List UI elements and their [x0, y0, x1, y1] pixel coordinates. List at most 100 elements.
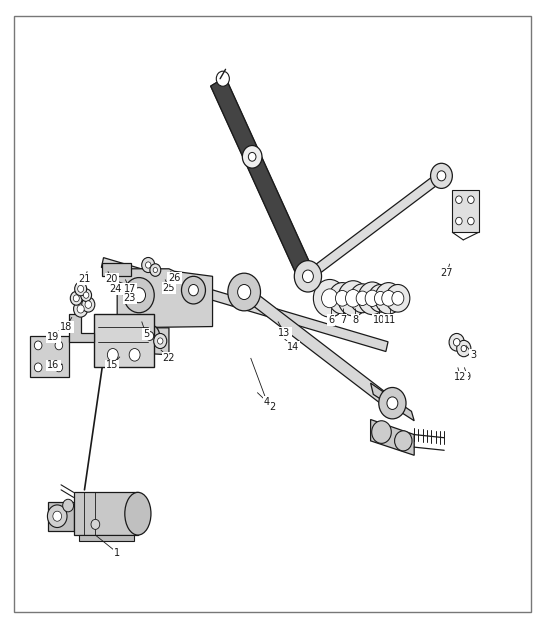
Text: 11: 11: [384, 315, 396, 325]
Circle shape: [238, 284, 251, 300]
Polygon shape: [211, 77, 315, 284]
Circle shape: [249, 153, 256, 161]
Circle shape: [456, 196, 462, 203]
Circle shape: [358, 282, 386, 315]
Circle shape: [189, 284, 198, 296]
Circle shape: [322, 289, 338, 308]
Circle shape: [468, 217, 474, 225]
Circle shape: [181, 276, 205, 304]
Text: 20: 20: [106, 274, 118, 284]
Circle shape: [386, 284, 410, 312]
Bar: [74, 492, 138, 535]
Circle shape: [313, 279, 346, 317]
Circle shape: [70, 291, 82, 305]
Polygon shape: [101, 257, 388, 352]
Circle shape: [457, 340, 471, 357]
Circle shape: [387, 397, 398, 409]
Circle shape: [392, 291, 404, 305]
Text: 12: 12: [455, 372, 467, 382]
Text: 23: 23: [124, 293, 136, 303]
Circle shape: [74, 295, 80, 302]
Circle shape: [158, 338, 163, 344]
Circle shape: [91, 519, 100, 529]
Circle shape: [350, 284, 375, 313]
Text: 25: 25: [163, 283, 175, 293]
Circle shape: [34, 341, 42, 350]
Polygon shape: [117, 328, 169, 355]
Polygon shape: [123, 290, 132, 300]
Text: 7: 7: [340, 315, 347, 325]
Circle shape: [456, 217, 462, 225]
Circle shape: [85, 301, 92, 308]
Circle shape: [82, 297, 95, 312]
Circle shape: [74, 301, 88, 317]
Circle shape: [431, 163, 452, 188]
Circle shape: [365, 290, 379, 306]
Circle shape: [302, 270, 313, 283]
Text: 10: 10: [373, 315, 385, 325]
Circle shape: [461, 345, 467, 352]
Circle shape: [140, 325, 160, 347]
Circle shape: [75, 282, 87, 296]
Circle shape: [129, 349, 140, 361]
Text: 1: 1: [114, 548, 120, 558]
Circle shape: [153, 268, 158, 273]
Circle shape: [294, 261, 322, 292]
Polygon shape: [117, 269, 213, 328]
Circle shape: [83, 292, 89, 298]
Circle shape: [154, 333, 167, 349]
Bar: [94, 314, 154, 367]
Circle shape: [146, 262, 151, 268]
Circle shape: [368, 284, 392, 312]
Bar: [30, 336, 69, 377]
Circle shape: [132, 288, 146, 303]
Text: 18: 18: [60, 322, 72, 332]
Text: 21: 21: [78, 274, 90, 284]
Circle shape: [63, 499, 74, 512]
Circle shape: [55, 341, 63, 350]
Text: 13: 13: [278, 328, 290, 338]
Circle shape: [449, 333, 464, 351]
Circle shape: [150, 264, 161, 276]
Text: 22: 22: [163, 353, 175, 363]
Circle shape: [356, 291, 369, 305]
Text: 26: 26: [168, 273, 180, 283]
Polygon shape: [371, 420, 414, 455]
Circle shape: [372, 421, 391, 443]
Circle shape: [336, 290, 349, 306]
Circle shape: [437, 171, 446, 181]
Polygon shape: [371, 383, 414, 421]
Circle shape: [228, 273, 261, 311]
Circle shape: [81, 289, 92, 301]
Circle shape: [146, 332, 154, 340]
Circle shape: [329, 283, 356, 314]
Circle shape: [55, 363, 63, 372]
Polygon shape: [79, 535, 134, 541]
Text: 17: 17: [124, 284, 136, 294]
Polygon shape: [102, 263, 131, 276]
Polygon shape: [114, 281, 124, 292]
Circle shape: [374, 291, 386, 305]
Circle shape: [124, 278, 154, 313]
Text: 5: 5: [143, 329, 149, 339]
Circle shape: [379, 387, 406, 419]
Text: 4: 4: [264, 397, 270, 407]
Circle shape: [338, 281, 368, 316]
Text: 6: 6: [328, 315, 335, 325]
Text: 14: 14: [287, 342, 299, 352]
Circle shape: [453, 338, 460, 346]
Polygon shape: [48, 502, 74, 531]
Text: 9: 9: [464, 372, 471, 382]
Polygon shape: [306, 171, 444, 281]
Circle shape: [216, 71, 229, 86]
Circle shape: [34, 363, 42, 372]
Circle shape: [77, 305, 84, 313]
Circle shape: [77, 285, 84, 293]
Text: 24: 24: [110, 284, 122, 294]
Circle shape: [142, 257, 155, 273]
Circle shape: [382, 290, 396, 306]
Text: 27: 27: [441, 268, 453, 278]
Text: 19: 19: [47, 332, 59, 342]
Ellipse shape: [125, 492, 151, 535]
Circle shape: [53, 511, 62, 521]
